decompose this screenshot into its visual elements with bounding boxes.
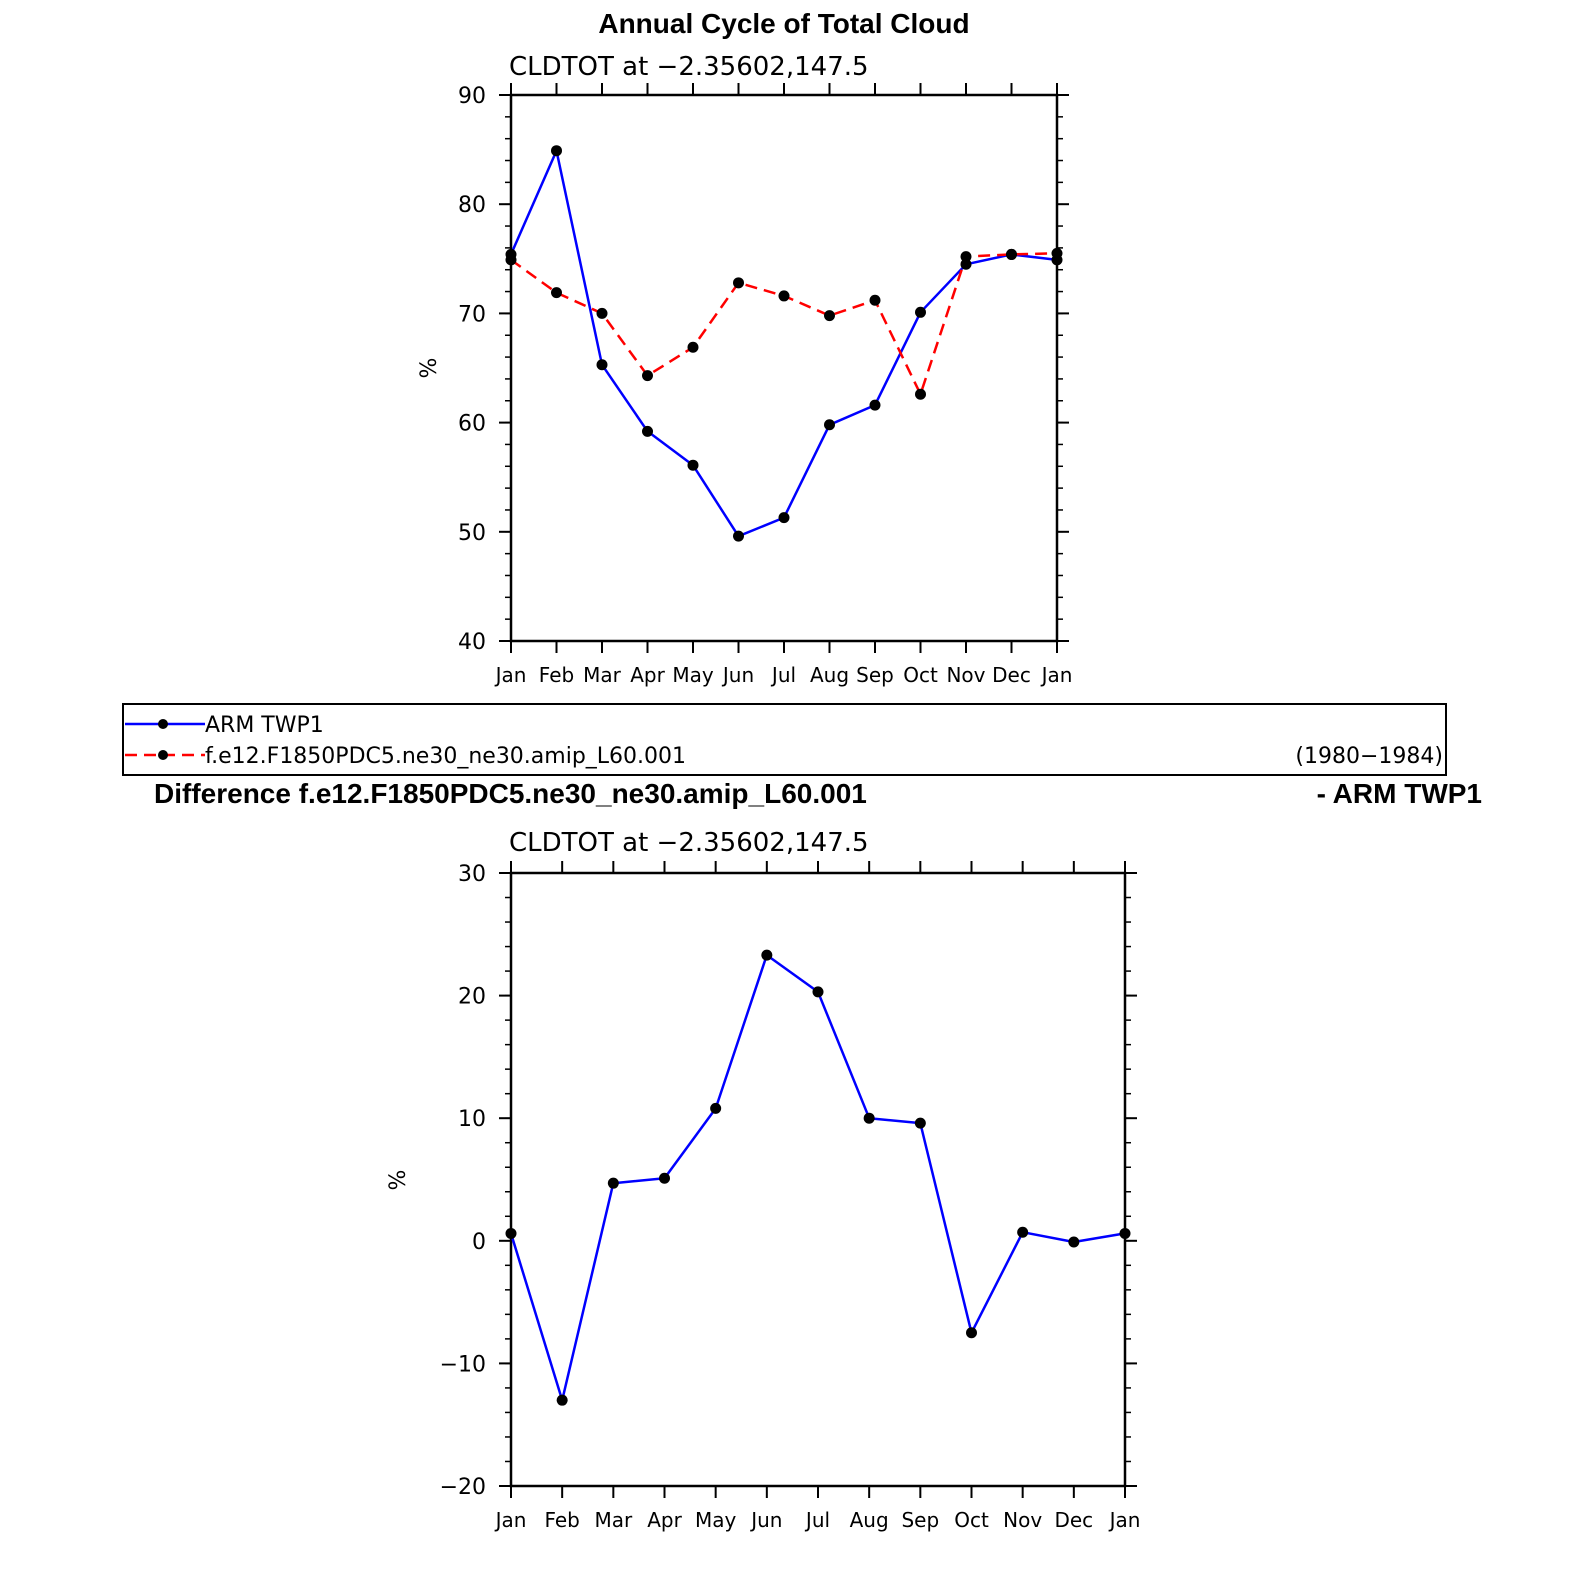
c2-xtick-label: Nov: [1003, 1508, 1042, 1532]
chart2-title: Difference f.e12.F1850PDC5.ne30_ne30.ami…: [154, 778, 867, 809]
c2-xtick-label: Jul: [804, 1508, 830, 1532]
c2-xtick-label: Sep: [901, 1508, 939, 1532]
c1-xtick-label: May: [672, 663, 714, 687]
legend-label-arm: ARM TWP1: [205, 713, 324, 738]
c2-series-0-point: [914, 1117, 926, 1129]
c1-series-1-point: [915, 388, 926, 400]
c1-series-1-point: [824, 310, 835, 322]
c2-series-0-point: [659, 1172, 670, 1184]
chart2-difference: CLDTOT at −2.35602,147.5 −20 −10 0 10 20 30 Jan…: [386, 828, 1140, 1532]
c1-series-1-point: [596, 307, 608, 319]
c1-xtick-label: Oct: [903, 663, 938, 687]
c2-series-0-point: [1068, 1236, 1080, 1248]
c1-xtick-label: Sep: [856, 663, 894, 687]
c1-ytick-label: 50: [458, 521, 486, 546]
c2-series-0-point: [1119, 1227, 1131, 1239]
c2-xtick-label: May: [695, 1508, 737, 1532]
c2-subtitle: CLDTOT at −2.35602,147.5: [509, 828, 869, 858]
c2-series-0-point: [966, 1327, 977, 1339]
c2-series-0-point: [710, 1102, 722, 1114]
c1-series-0-point: [733, 530, 744, 542]
c1-xtick-label: Feb: [539, 663, 574, 687]
c1-ytick-label: 40: [458, 630, 486, 655]
c1-series-1-point: [960, 251, 972, 263]
c1-series-1-point: [687, 341, 699, 353]
c1-xtick-label: Dec: [992, 663, 1031, 687]
c1-xtick-label: Aug: [810, 663, 849, 687]
legend-marker-arm: [158, 719, 168, 729]
c1-series-0-point: [687, 459, 699, 471]
c1-series-1-point: [733, 277, 744, 289]
c1-xtick-label: Nov: [946, 663, 985, 687]
c1-series-0-point: [596, 359, 608, 371]
c2-xtick-label: Feb: [544, 1508, 579, 1532]
c2-ytick-label: 20: [458, 985, 486, 1010]
c2-xtick-label: Jan: [494, 1508, 527, 1532]
c2-ytick-label: −20: [440, 1475, 486, 1500]
c2-plot-frame: [509, 871, 1127, 1488]
c1-xtick-label: Mar: [583, 663, 622, 687]
c1-xtick-label: Jul: [770, 663, 796, 687]
c2-xtick-label: Oct: [954, 1508, 989, 1532]
c2-series-0-point: [863, 1112, 875, 1124]
c1-xtick-label: Jun: [721, 663, 754, 687]
c2-ytick-label: 30: [458, 862, 486, 887]
c1-ylabel: %: [417, 358, 442, 379]
c1-series-0-point: [915, 306, 926, 318]
c2-ytick-label: −10: [440, 1352, 486, 1377]
legend-period: (1980−1984): [1295, 744, 1443, 769]
c1-xtick-label: Jan: [1040, 663, 1073, 687]
c1-series-1-point: [505, 254, 517, 266]
c1-series-1-point: [551, 287, 562, 299]
chart1-annual-cycle: CLDTOT at −2.35602,147.5 40 50 60 70 80 90 Jan F…: [417, 52, 1072, 687]
c2-series-0-point: [812, 986, 824, 998]
chart1-title: Annual Cycle of Total Cloud: [598, 8, 969, 39]
c1-series-0-point: [869, 399, 881, 411]
c1-ytick-label: 90: [458, 84, 486, 109]
c1-series-0-point: [551, 145, 562, 157]
c1-ytick-label: 70: [458, 302, 486, 327]
c1-series-1-point: [869, 294, 881, 306]
c2-xtick-label: Jan: [1108, 1508, 1141, 1532]
c1-series-0-point: [960, 258, 972, 270]
c1-series-1-point: [642, 370, 653, 382]
c2-series-0-point: [1017, 1226, 1029, 1238]
c1-series-1-point: [778, 290, 790, 302]
c2-xtick-label: Dec: [1054, 1508, 1093, 1532]
legend-label-model: f.e12.F1850PDC5.ne30_ne30.amip_L60.001: [205, 744, 686, 769]
c1-ytick-label: 60: [458, 412, 486, 437]
c2-xtick-label: Apr: [647, 1508, 682, 1532]
c1-subtitle: CLDTOT at −2.35602,147.5: [509, 52, 869, 82]
c2-ytick-label: 0: [472, 1230, 486, 1255]
c1-ytick-label: 80: [458, 193, 486, 218]
legend-box: [122, 703, 1447, 776]
c1-series-1-point: [1051, 247, 1063, 259]
legend: ARM TWP1 f.e12.F1850PDC5.ne30_ne30.amip_…: [122, 703, 1447, 776]
c2-series-0-point: [761, 949, 773, 961]
c2-xtick-label: Jun: [749, 1508, 782, 1532]
c2-series-0-point: [505, 1227, 517, 1239]
c2-ylabel: %: [386, 1170, 411, 1191]
c2-xtick-label: Mar: [594, 1508, 633, 1532]
c1-series-1-point: [1006, 248, 1017, 260]
c1-series-0-line: [509, 149, 1058, 538]
c1-series-0-point: [642, 425, 653, 437]
c2-ytick-label: 10: [458, 1107, 486, 1132]
legend-marker-model: [158, 750, 168, 760]
c1-xtick-label: Apr: [630, 663, 665, 687]
c2-series-0-point: [556, 1394, 568, 1406]
chart2-title-right: - ARM TWP1: [1317, 778, 1482, 809]
c2-series-0-point: [607, 1177, 619, 1189]
c1-xtick-label: Jan: [494, 663, 527, 687]
c2-series-0-line: [509, 953, 1126, 1402]
c2-xtick-label: Aug: [850, 1508, 889, 1532]
c1-series-0-point: [824, 419, 835, 431]
c1-series-0-point: [778, 512, 790, 524]
c1-plot-frame: [509, 93, 1059, 643]
